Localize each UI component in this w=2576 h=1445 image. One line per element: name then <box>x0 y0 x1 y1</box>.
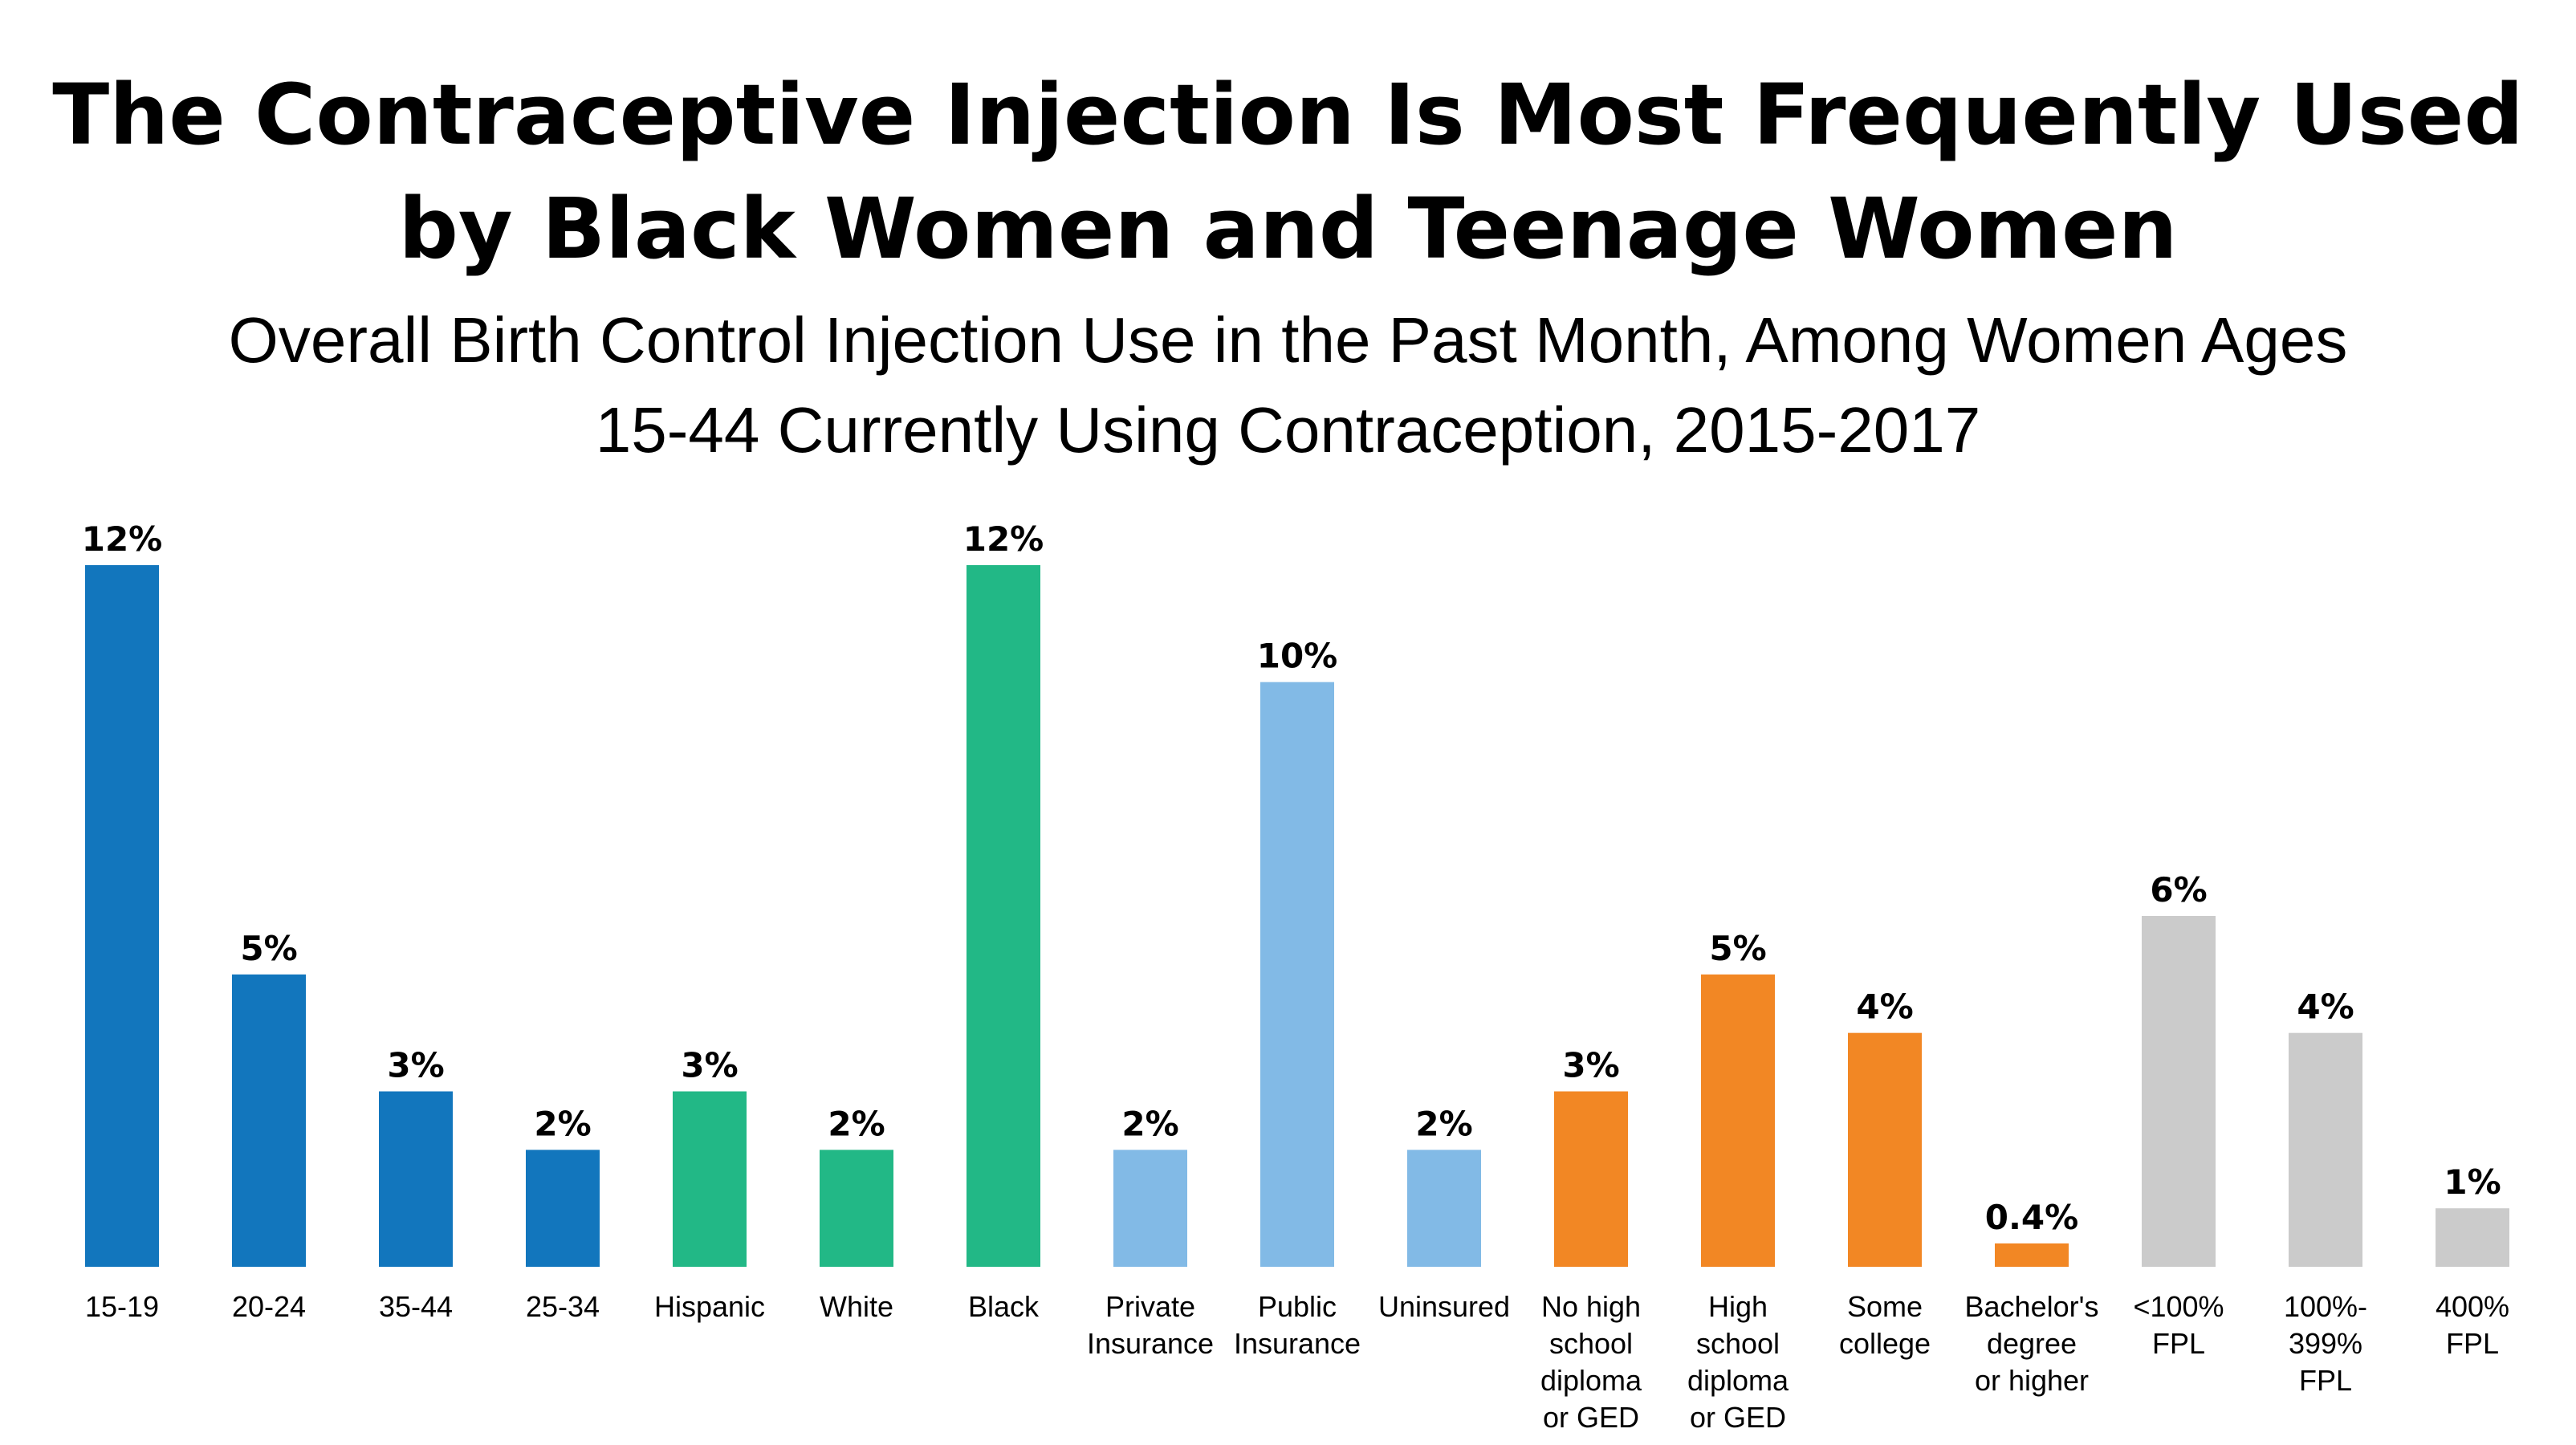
data-label: 6% <box>2150 870 2207 910</box>
data-label: 2% <box>1415 1104 1472 1143</box>
category-label-line: degree <box>1987 1327 2077 1360</box>
category-label-line: college <box>1839 1327 1931 1360</box>
category-label: 100%- 399% FPL <box>2284 1290 2367 1397</box>
category-label-line: FPL <box>2446 1327 2499 1360</box>
bar <box>1407 1150 1481 1267</box>
category-label-line: Insurance <box>1234 1327 1361 1360</box>
category-label-line: or GED <box>1543 1401 1639 1434</box>
chart-title-line: by Black Women and Teenage Women <box>398 180 2178 278</box>
bar <box>2142 916 2216 1267</box>
category-label-line: school <box>1549 1327 1633 1360</box>
data-label: 12% <box>82 519 163 559</box>
bar <box>2436 1208 2509 1267</box>
bar-chart: 12% 15-19 5% 20-24 3% 35-44 2% 25-34 3% Hispanic 2… <box>82 519 2509 1434</box>
category-label-line: 35-44 <box>379 1290 453 1323</box>
category-label: Private Insurance <box>1087 1290 1214 1360</box>
category-label: Public Insurance <box>1234 1290 1361 1360</box>
data-label: 5% <box>1709 929 1766 968</box>
category-label-line: FPL <box>2152 1327 2205 1360</box>
category-label-line: diploma <box>1687 1364 1789 1397</box>
category-label-line: 20-24 <box>232 1290 306 1323</box>
category-label: Hispanic <box>654 1290 765 1323</box>
category-label: White <box>820 1290 893 1323</box>
category-label-line: Hispanic <box>654 1290 765 1323</box>
bar <box>967 565 1040 1267</box>
category-label-line: <100% <box>2133 1290 2224 1323</box>
data-label: 4% <box>2297 987 2354 1027</box>
data-label: 10% <box>1257 637 1338 676</box>
bar <box>1260 682 1334 1267</box>
category-label-line: Some <box>1847 1290 1923 1323</box>
category-label-line: Bachelor's <box>1965 1290 2099 1323</box>
bar <box>1995 1243 2069 1267</box>
bar <box>1848 1032 1922 1267</box>
chart-subtitle-line: 15-44 Currently Using Contraception, 201… <box>595 394 1981 466</box>
category-label-line: FPL <box>2299 1364 2352 1397</box>
data-label: 2% <box>534 1104 591 1143</box>
category-label-line: No high <box>1541 1290 1641 1323</box>
category-label: Black <box>968 1290 1040 1323</box>
chart-subtitle-line: Overall Birth Control Injection Use in t… <box>228 304 2348 376</box>
category-label: 25-34 <box>526 1290 600 1323</box>
data-label: 0.4% <box>1985 1198 2078 1237</box>
data-label: 2% <box>1121 1104 1178 1143</box>
category-label: 20-24 <box>232 1290 306 1323</box>
category-label-line: school <box>1696 1327 1780 1360</box>
category-label: Uninsured <box>1378 1290 1510 1323</box>
category-label-line: Insurance <box>1087 1327 1214 1360</box>
bar <box>673 1091 747 1267</box>
category-label: 15-19 <box>85 1290 159 1323</box>
category-label: High school diploma or GED <box>1687 1290 1789 1434</box>
category-label-line: 15-19 <box>85 1290 159 1323</box>
category-label-line: diploma <box>1540 1364 1642 1397</box>
chart-title: The Contraceptive Injection Is Most Freq… <box>0 58 2576 286</box>
bar <box>526 1150 600 1267</box>
category-label: Some college <box>1839 1290 1931 1360</box>
data-label: 1% <box>2444 1162 2501 1202</box>
category-label: No high school diploma or GED <box>1540 1290 1642 1434</box>
data-label: 4% <box>1856 987 1913 1027</box>
bar <box>379 1091 453 1267</box>
data-label: 5% <box>240 929 297 968</box>
category-label: <100% FPL <box>2133 1290 2224 1360</box>
category-label: 400% FPL <box>2436 1290 2509 1360</box>
bar <box>1113 1150 1187 1267</box>
category-label-line: Uninsured <box>1378 1290 1510 1323</box>
category-label-line: or higher <box>1975 1364 2089 1397</box>
category-label: Bachelor's degree or higher <box>1965 1290 2099 1397</box>
category-label-line: Black <box>968 1290 1040 1323</box>
data-label: 2% <box>828 1104 885 1143</box>
category-label: 35-44 <box>379 1290 453 1323</box>
data-label: 3% <box>681 1046 738 1085</box>
bar <box>1554 1091 1628 1267</box>
chart-subtitle: Overall Birth Control Injection Use in t… <box>0 295 2576 475</box>
category-label-line: High <box>1708 1290 1768 1323</box>
category-label-line: Public <box>1258 1290 1337 1323</box>
category-label-line: 400% <box>2436 1290 2509 1323</box>
category-label-line: 25-34 <box>526 1290 600 1323</box>
bar <box>85 565 159 1267</box>
category-label-line: Private <box>1105 1290 1195 1323</box>
data-label: 3% <box>1562 1046 1619 1085</box>
bar <box>1701 974 1775 1267</box>
data-label: 12% <box>963 519 1044 559</box>
category-label-line: 399% <box>2289 1327 2362 1360</box>
chart-title-line: The Contraceptive Injection Is Most Freq… <box>52 66 2524 164</box>
category-label-line: White <box>820 1290 893 1323</box>
bar <box>820 1150 893 1267</box>
category-label-line: or GED <box>1690 1401 1786 1434</box>
category-label-line: 100%- <box>2284 1290 2367 1323</box>
bar <box>2289 1032 2362 1267</box>
bar <box>232 974 306 1267</box>
data-label: 3% <box>387 1046 444 1085</box>
